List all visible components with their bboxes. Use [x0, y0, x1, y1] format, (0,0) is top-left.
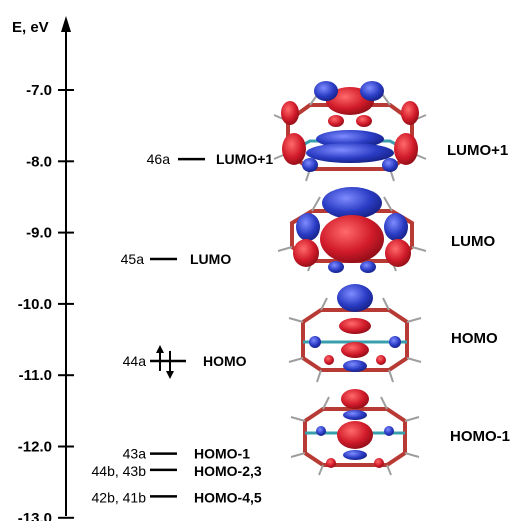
level-name: LUMO+1 — [216, 151, 273, 167]
level-symmetry: 44b, 43b — [92, 463, 147, 479]
orbital-lumo — [277, 187, 427, 273]
orbital-label-homo: HOMO — [451, 330, 498, 347]
level-name: HOMO-4,5 — [194, 489, 262, 505]
orbital-label-homo1: HOMO-1 — [450, 428, 510, 445]
level-homo1: 43a HOMO-1 — [123, 446, 251, 462]
spin-down-arrow-icon — [166, 350, 174, 379]
level-symmetry: 46a — [147, 151, 171, 167]
level-symmetry: 45a — [121, 251, 145, 267]
level-symmetry: 42b, 41b — [92, 489, 147, 505]
tick-label: -13.0 — [18, 510, 52, 521]
spin-up-arrow-icon — [156, 344, 164, 371]
level-homo23: 44b, 43b HOMO-2,3 — [92, 463, 262, 479]
tick-label: -12.0 — [18, 439, 52, 456]
axis-title: E, eV — [12, 19, 49, 36]
orbital-label-lumo: LUMO — [451, 233, 495, 250]
orbital-homo — [288, 284, 422, 383]
level-lumo1: 46a LUMO+1 — [147, 151, 274, 167]
level-lumo: 45a LUMO — [121, 251, 232, 267]
level-name: HOMO — [203, 353, 247, 369]
orbital-homo1 — [290, 389, 420, 476]
tick-label: -7.0 — [26, 82, 52, 99]
level-name: LUMO — [190, 251, 231, 267]
level-name: HOMO-1 — [194, 446, 250, 462]
tick-label: -8.0 — [26, 153, 52, 170]
level-name: HOMO-2,3 — [194, 463, 262, 479]
level-symmetry: 43a — [123, 446, 147, 462]
axis-arrow-icon — [61, 16, 71, 32]
orbital-lumo1 — [273, 81, 427, 182]
level-homo: 44a HOMO — [123, 344, 247, 379]
level-homo45: 42b, 41b HOMO-4,5 — [92, 489, 262, 505]
level-symmetry: 44a — [123, 353, 147, 369]
tick-label: -9.0 — [26, 225, 52, 242]
tick-label: -11.0 — [19, 367, 52, 384]
energy-axis: E, eV -7.0 -8.0 -9.0 -10.0 -11.0 -12.0 -13.0 — [12, 16, 74, 521]
tick-label: -10.0 — [18, 296, 52, 313]
orbital-label-lumo1: LUMO+1 — [447, 142, 508, 159]
